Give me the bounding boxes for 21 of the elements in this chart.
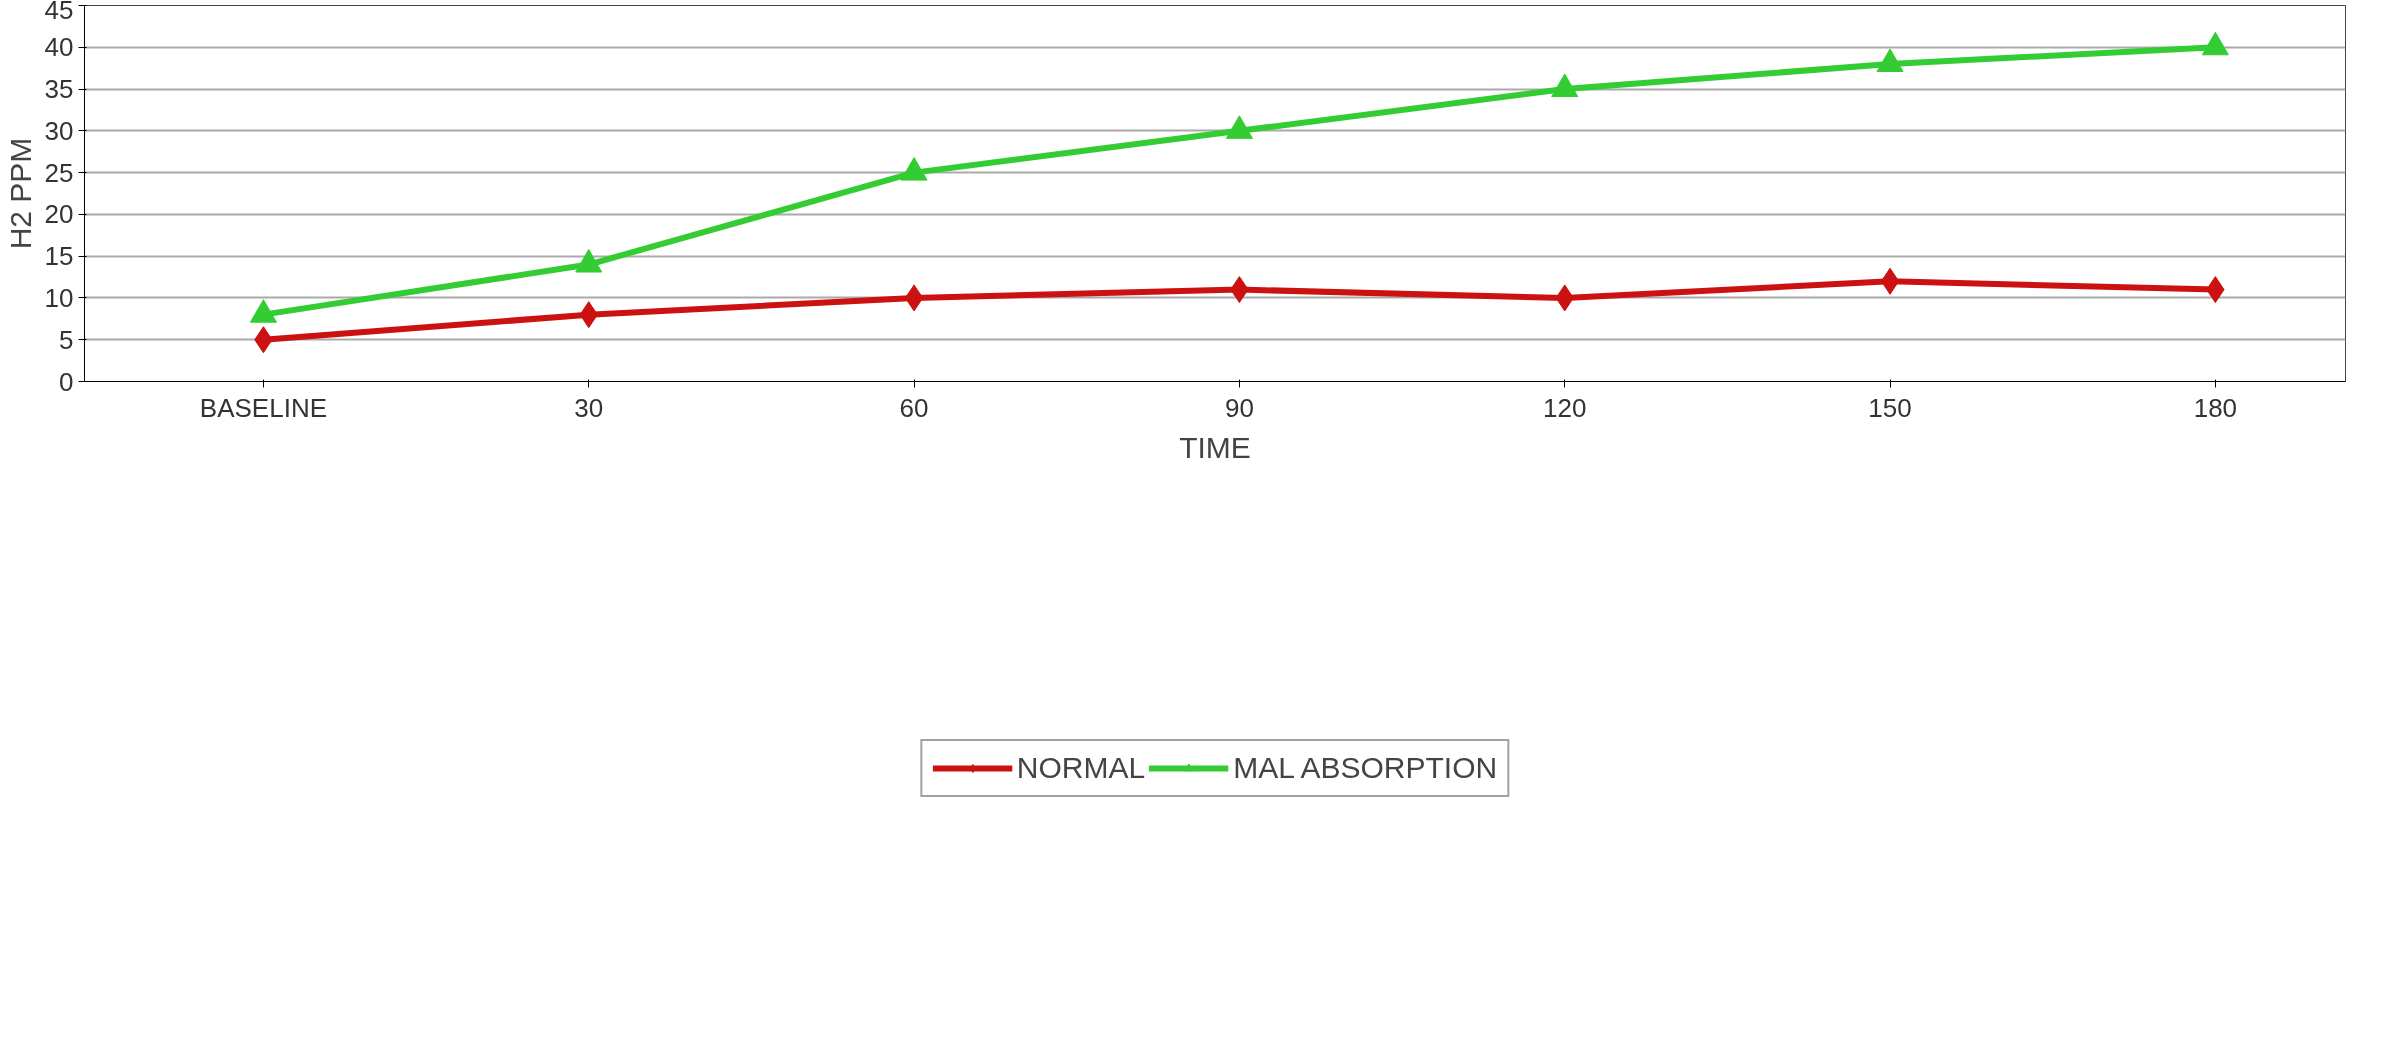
legend-label: MAL ABSORPTION (1233, 751, 1498, 785)
y-tick-label: 40 (44, 32, 74, 63)
x-tick-label: 150 (1868, 392, 1912, 423)
x-tick-label: BASELINE (199, 392, 328, 423)
x-tick-label: 90 (1224, 392, 1254, 423)
y-tick-label: 0 (59, 366, 74, 397)
y-tick-label: 5 (59, 324, 74, 355)
x-tick-label: 120 (1543, 392, 1587, 423)
x-axis-title: TIME (1179, 430, 1251, 464)
y-tick-label: 20 (44, 199, 74, 230)
x-tick-label: 60 (899, 392, 929, 423)
y-tick-label: 25 (44, 157, 74, 188)
legend-label: NORMAL (1016, 751, 1146, 785)
y-tick-label: 45 (44, 0, 74, 25)
x-tick-label: 180 (2193, 392, 2238, 423)
y-tick-label: 35 (44, 74, 74, 105)
y-tick-label: 15 (44, 241, 74, 272)
y-tick-label: 30 (44, 115, 74, 146)
x-tick-label: 30 (574, 392, 604, 423)
y-axis-title: H2 PPM (3, 137, 37, 250)
y-tick-label: 10 (44, 282, 74, 313)
